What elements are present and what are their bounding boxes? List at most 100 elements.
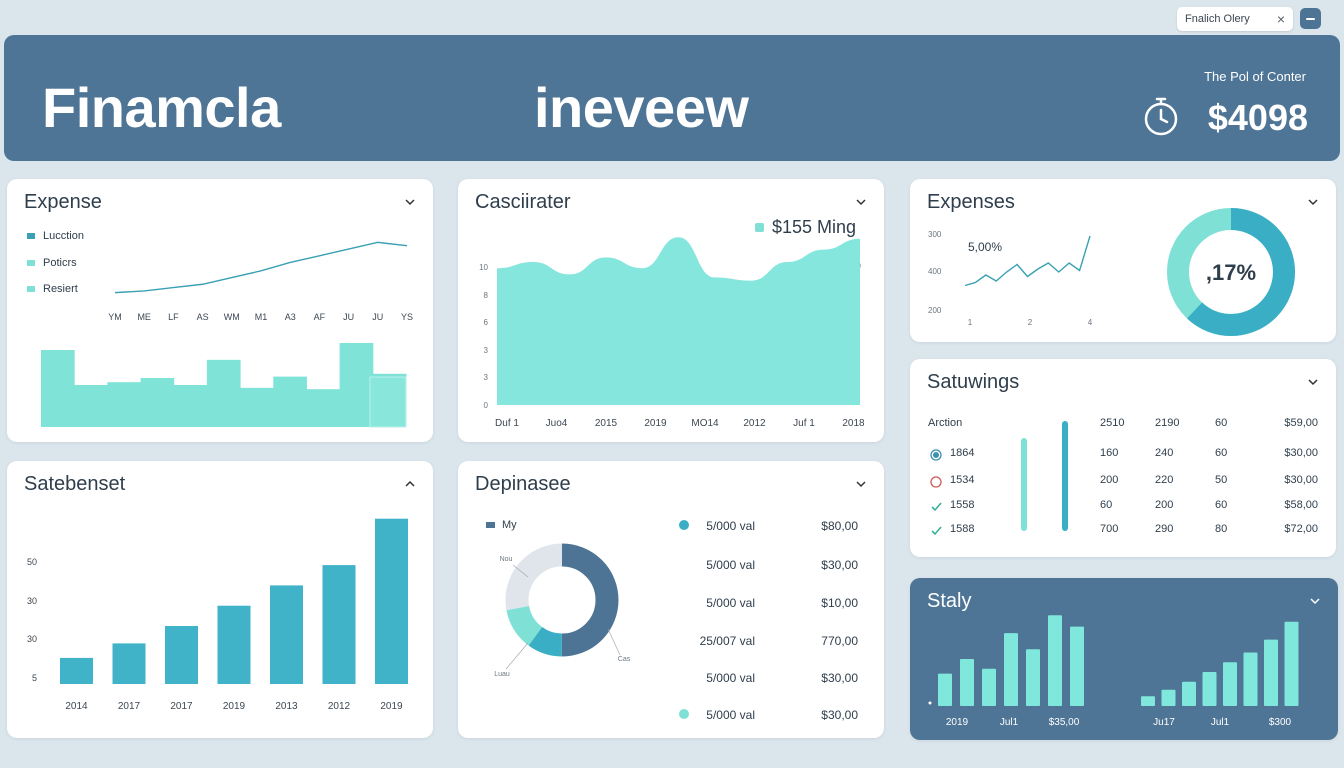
casciirater-card: Casciirater $155 Ming 2019 10 8 6 3 3 0 Duf 1 J…: [458, 179, 884, 442]
row-label: 25/007 val: [699, 634, 755, 648]
radio-filled-icon[interactable]: [930, 448, 942, 461]
row-label: 1588: [950, 523, 975, 535]
card-title: Satuwings: [927, 371, 1020, 393]
search-value: Fnalich Olery: [1185, 13, 1250, 25]
bar: [273, 376, 307, 427]
bar: [322, 565, 356, 684]
row-label: 1534: [950, 474, 975, 486]
y-tick-label: 5: [32, 673, 37, 683]
card-title: Depinasee: [475, 473, 571, 495]
x-tick-label: JU: [343, 312, 354, 322]
row-cell: 60: [1215, 499, 1228, 511]
header-subtitle: The Pol of Conter: [1204, 69, 1306, 84]
bar: [1284, 621, 1299, 706]
radio-red-icon[interactable]: [930, 475, 942, 488]
header-banner: Finamcla ineveew The Pol of Conter $4098: [4, 35, 1340, 161]
card-title: Satebenset: [24, 473, 126, 495]
card-title: Casciirater: [475, 191, 571, 213]
x-tick-label: 2019: [946, 717, 969, 728]
y-tick-label: 0: [484, 401, 489, 410]
bar: [217, 605, 251, 684]
bar: [960, 659, 974, 706]
bar: [375, 518, 408, 684]
chevron-down-icon[interactable]: [403, 195, 417, 209]
chevron-down-icon[interactable]: [854, 195, 868, 209]
axis-dot: [928, 701, 932, 705]
chevron-up-icon[interactable]: [403, 477, 417, 491]
row-label: 5/000 val: [706, 596, 755, 610]
legend-label: Lucction: [43, 230, 84, 242]
page-title-left: Finamcla: [42, 76, 281, 139]
expense-chart: YM ME LF AS WM M1 A3 AF JU JU YS: [41, 241, 413, 428]
bar: [1243, 652, 1258, 706]
x-tick-label: $300: [1269, 717, 1292, 728]
minimize-button[interactable]: [1300, 8, 1321, 29]
row-cell: 50: [1215, 474, 1228, 486]
bar: [1182, 681, 1196, 706]
value-label: $155 Ming: [772, 217, 857, 237]
x-tick-label: 2017: [170, 701, 193, 712]
value-swatch: [755, 223, 764, 232]
depinasee-card: Depinasee My Nou Cas Luau 5/000 val $80,00 5…: [458, 461, 884, 738]
satebenset-card: Satebenset 50 30 30 5 2014 2017 2017 2019 2013 20…: [7, 461, 433, 738]
row-cell: 240: [1155, 447, 1174, 459]
bar: [270, 585, 303, 684]
check-icon[interactable]: [930, 524, 942, 536]
progress-bar: [1062, 421, 1068, 531]
row-cell: 290: [1155, 523, 1174, 535]
x-tick-label: M1: [255, 312, 268, 322]
minus-icon: [1306, 17, 1315, 20]
expense-card: Expense Lucction Poticrs Resiert YM ME LF A…: [7, 179, 433, 442]
x-tick-label: 2: [1028, 318, 1033, 327]
x-tick-label: YM: [108, 312, 122, 322]
card-title: Expense: [24, 191, 102, 213]
x-tick-label: 2012: [328, 701, 351, 712]
y-tick-label: 300: [928, 230, 942, 239]
x-tick-label: YS: [401, 312, 413, 322]
close-icon[interactable]: ×: [1276, 11, 1285, 27]
status-dot: [679, 520, 689, 530]
chevron-down-icon[interactable]: [1308, 594, 1322, 608]
legend-swatch: [486, 522, 495, 528]
row-cell: 200: [1155, 499, 1174, 511]
bar: [240, 387, 274, 427]
check-icon[interactable]: [930, 500, 942, 512]
bar: [1141, 696, 1155, 706]
legend-swatch: [27, 233, 35, 239]
legend-item: Poticrs: [27, 257, 77, 269]
row-value: $30,00: [821, 671, 858, 685]
staly-chart: 2019 Jul1 $35,00 Ju17 Jul1 $300: [928, 615, 1299, 728]
chevron-down-icon[interactable]: [1306, 195, 1320, 209]
legend-item: My: [486, 519, 517, 531]
bar: [1161, 689, 1176, 706]
bar: [107, 382, 142, 427]
bar: [112, 643, 146, 684]
row-cell: $30,00: [1284, 474, 1318, 486]
leader-line: [607, 628, 621, 656]
x-tick-label: Jul1: [1211, 717, 1230, 728]
page-title-right: ineveew: [534, 76, 749, 139]
bar: [1004, 633, 1018, 706]
status-dot: [679, 709, 689, 719]
expenses-chart: 300 400 200 1 2 4 5,00% ,17%: [928, 208, 1295, 336]
legend-swatch: [27, 286, 35, 292]
x-tick-label: Jul1: [1000, 717, 1019, 728]
row-cell: $58,00: [1284, 499, 1318, 511]
search-field[interactable]: Fnalich Olery ×: [1177, 7, 1293, 31]
x-tick-label: Duf 1: [495, 418, 519, 429]
bar: [165, 626, 198, 684]
line-series: [964, 235, 1091, 287]
x-tick-label: 2013: [275, 701, 298, 712]
bar-highlight: [369, 376, 407, 428]
row-value: $30,00: [821, 558, 858, 572]
chevron-down-icon[interactable]: [854, 477, 868, 491]
bar: [339, 343, 374, 427]
chevron-down-icon[interactable]: [1306, 375, 1320, 389]
legend-label: My: [502, 519, 517, 531]
legend-swatch: [27, 260, 35, 266]
row-cell: 60: [1100, 499, 1113, 511]
header-amount: $4098: [1207, 97, 1308, 138]
column-header: $59,00: [1284, 417, 1318, 429]
x-tick-label: 2019: [223, 701, 246, 712]
row-value: $10,00: [821, 596, 858, 610]
